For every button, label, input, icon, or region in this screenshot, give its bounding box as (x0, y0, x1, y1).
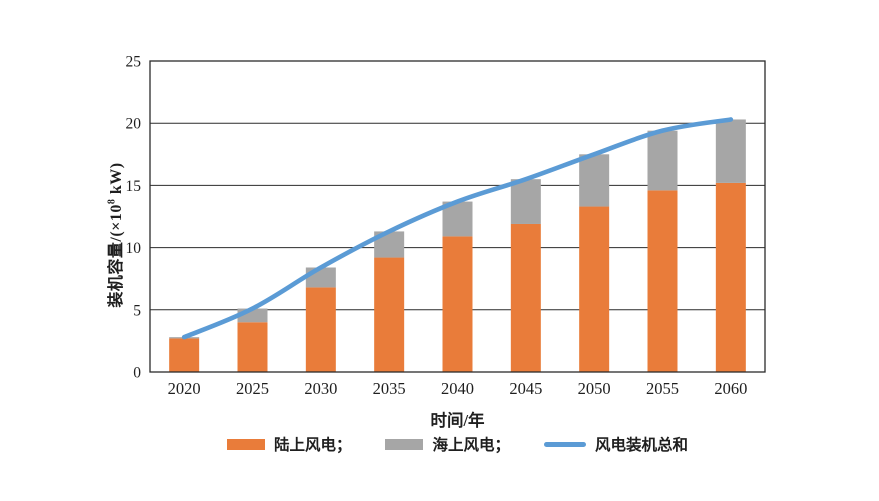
y-axis-label-superscript: 8 (106, 198, 118, 205)
x-tick-label-2060: 2060 (714, 379, 747, 398)
legend-item-onshore-wind: 陆上风电； (226, 433, 352, 455)
bar-segment-陆上风电-2035 (374, 257, 405, 372)
bar-segment-陆上风电-2060 (715, 182, 746, 372)
plot-border (149, 60, 766, 373)
x-tick-label-2045: 2045 (509, 379, 542, 398)
legend-item-total-wind: 风电装机总和 (544, 433, 688, 455)
legend-item-offshore-wind: 海上风电； (385, 433, 510, 455)
x-tick-label-2035: 2035 (373, 379, 406, 398)
y-axis-label-suffix: kW) (108, 162, 125, 199)
bar-segment-陆上风电-2050 (579, 206, 610, 372)
bar-segment-海上风电-2060 (715, 119, 746, 183)
bar-segment-陆上风电-2020 (169, 338, 200, 372)
legend-swatch-onshore-wind (226, 438, 265, 450)
y-axis-label-prefix: 装机容量/(×10 (108, 204, 125, 308)
y-tick-label-20: 20 (126, 116, 142, 133)
bar-segment-陆上风电-2030 (305, 287, 336, 372)
y-tick-label-10: 10 (126, 240, 142, 257)
y-axis-label: 装机容量/(×108 kW) (102, 70, 125, 400)
legend-label-total-wind: 风电装机总和 (595, 437, 689, 454)
legend-swatch-offshore-wind (385, 438, 424, 450)
bar-segment-陆上风电-2045 (510, 223, 541, 372)
bar-segment-海上风电-2030 (305, 267, 336, 288)
x-axis-title: 时间/年 (430, 411, 485, 430)
x-tick-label-2020: 2020 (168, 379, 201, 398)
bar-segment-海上风电-2055 (647, 130, 678, 191)
y-tick-label-25: 25 (126, 54, 142, 71)
x-tick-label-2040: 2040 (441, 379, 474, 398)
bar-segment-海上风电-2050 (579, 154, 610, 207)
x-tick-label-2030: 2030 (304, 379, 337, 398)
y-tick-label-5: 5 (133, 302, 141, 319)
bar-segment-陆上风电-2055 (647, 190, 678, 372)
x-tick-label-2025: 2025 (236, 379, 269, 398)
bar-segment-陆上风电-2040 (442, 236, 473, 372)
bar-segment-海上风电-2045 (510, 179, 541, 224)
x-tick-label-2055: 2055 (646, 379, 679, 398)
legend-swatch-total-line (544, 441, 586, 447)
legend-label-offshore-wind: 海上风电； (432, 437, 510, 454)
chart-legend: 陆上风电； 海上风电； 风电装机总和 (150, 433, 765, 455)
y-tick-label-15: 15 (126, 178, 142, 195)
legend-label-onshore-wind: 陆上风电； (273, 437, 352, 454)
bar-segment-陆上风电-2025 (237, 322, 268, 372)
y-tick-label-0: 0 (133, 365, 141, 382)
x-tick-label-2050: 2050 (578, 379, 611, 398)
total-capacity-line (181, 117, 734, 340)
